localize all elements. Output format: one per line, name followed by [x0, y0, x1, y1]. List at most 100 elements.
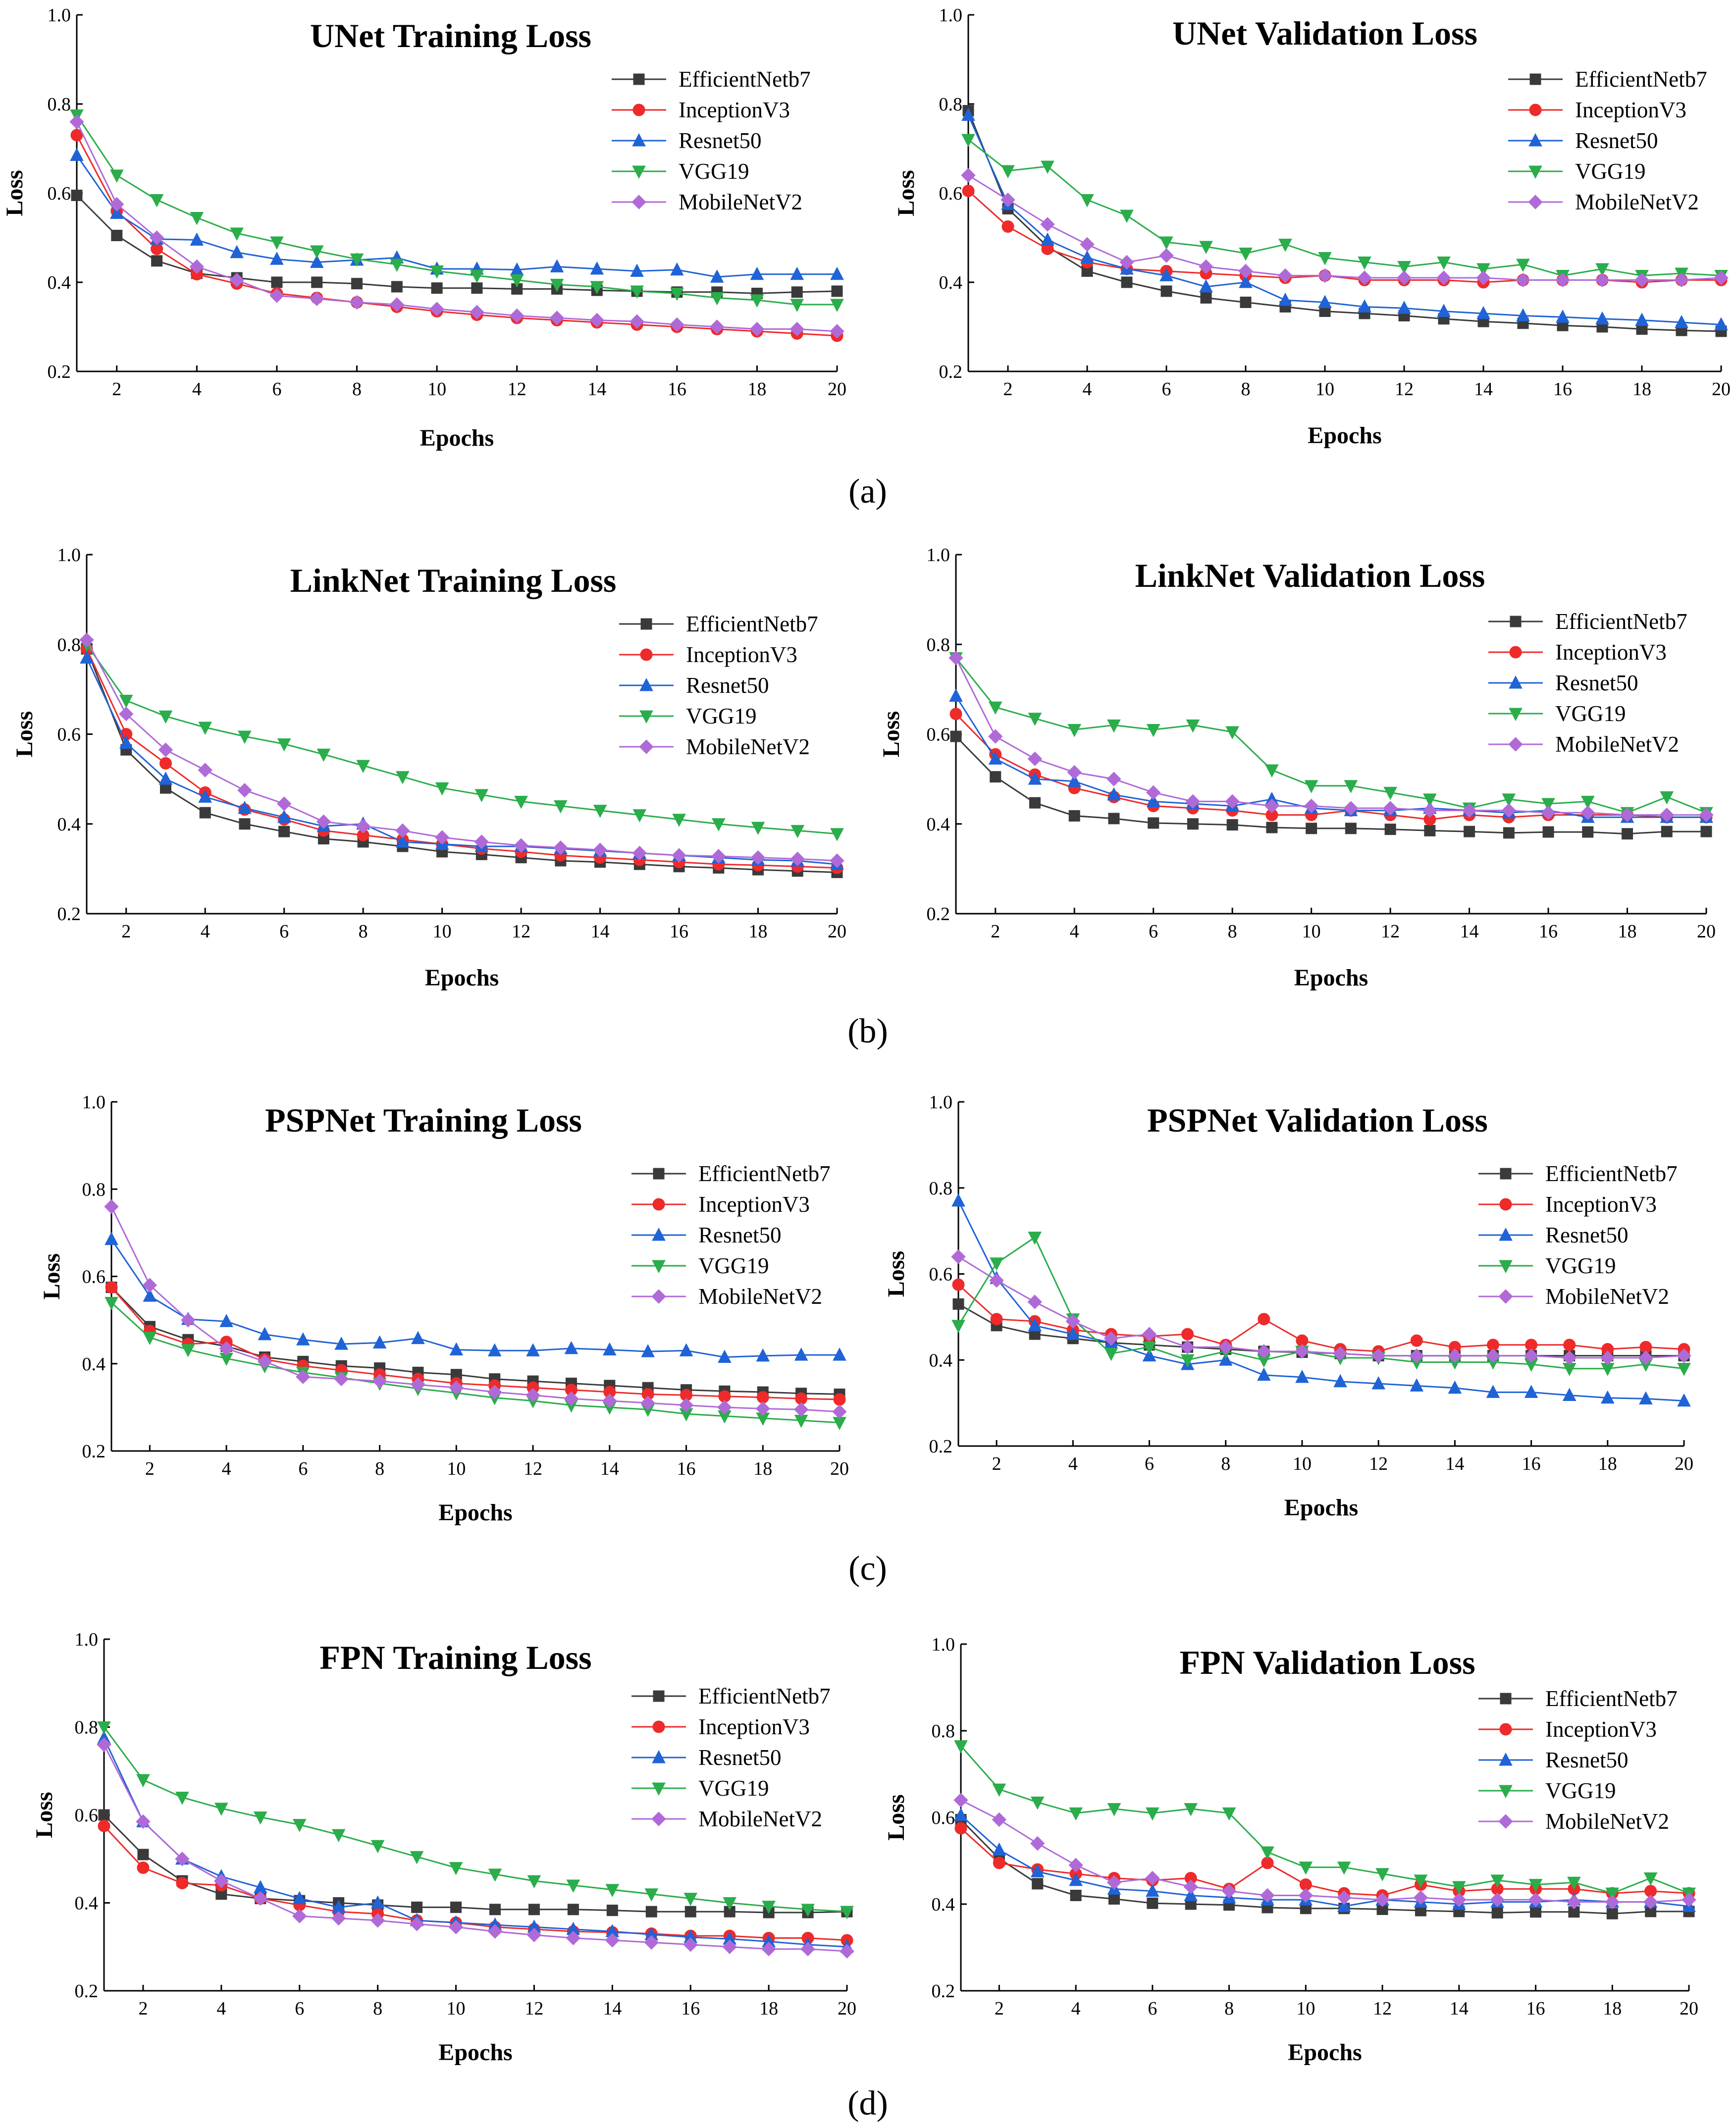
data-point	[1106, 772, 1121, 786]
data-point	[1069, 1872, 1083, 1886]
data-point	[238, 730, 252, 744]
data-point	[749, 321, 765, 337]
data-point	[1068, 1858, 1083, 1872]
data-point	[830, 324, 844, 339]
x-tick-label: 20	[1712, 379, 1731, 400]
legend-item: VGG19	[1508, 159, 1646, 184]
data-point	[151, 255, 163, 267]
data-point	[1264, 798, 1279, 814]
data-point	[1239, 248, 1253, 261]
x-tick-label: 14	[1445, 1453, 1464, 1474]
data-point	[564, 1341, 579, 1354]
data-point	[1304, 798, 1319, 814]
data-point	[641, 1344, 655, 1357]
panel-label: (b)	[847, 1012, 888, 1050]
data-point	[550, 259, 564, 272]
series-line	[955, 713, 1706, 821]
data-point	[988, 729, 1003, 744]
data-point	[230, 245, 244, 259]
chart-4: 0.2 0.4 0.6 0.8 1.0 2 4 6 8 10 12 14 16 18 20 Epochs Los…	[878, 545, 1716, 991]
data-point	[679, 1343, 693, 1356]
legend-label: Resnet50	[1545, 1223, 1628, 1247]
data-point	[1108, 813, 1120, 825]
data-point	[1238, 263, 1253, 279]
legend-marker	[632, 104, 645, 116]
data-point	[396, 834, 410, 848]
data-point	[605, 1884, 620, 1897]
x-axis-title: Epochs	[1308, 422, 1381, 449]
data-point	[296, 1369, 311, 1384]
data-point	[1562, 1350, 1577, 1365]
legend-item: Resnet50	[1478, 1748, 1628, 1772]
data-point	[949, 688, 963, 702]
data-point	[1257, 1367, 1271, 1381]
legend-label: EfficientNetb7	[1575, 67, 1707, 92]
data-point	[142, 1278, 158, 1293]
data-point	[590, 261, 604, 275]
data-point	[278, 826, 290, 837]
data-point	[257, 1354, 272, 1369]
series-line	[955, 657, 1707, 814]
legend-marker	[1529, 104, 1542, 116]
legend-label: MobileNetV2	[686, 734, 810, 759]
data-point	[632, 809, 647, 823]
series-line	[960, 1745, 1689, 1894]
y-tick-label: 0.4	[939, 272, 963, 293]
data-point	[1317, 268, 1332, 283]
data-point	[800, 1941, 815, 1957]
legend-item: Resnet50	[631, 1223, 781, 1247]
chart-title: FPN Training Loss	[319, 1639, 591, 1676]
data-point	[137, 1862, 150, 1874]
series-mobilenetv2	[948, 650, 1714, 823]
data-point	[961, 107, 975, 121]
data-point	[1221, 1884, 1237, 1899]
data-point	[1635, 312, 1649, 326]
data-point	[1108, 1893, 1120, 1905]
legend-marker	[652, 1260, 666, 1274]
legend-marker	[1500, 1168, 1512, 1180]
legend-marker	[652, 1227, 666, 1241]
data-point	[470, 270, 484, 283]
chart-title: UNet Training Loss	[310, 17, 591, 54]
y-tick-label: 0.6	[929, 1264, 953, 1285]
x-tick-label: 6	[1145, 1453, 1154, 1474]
x-tick-label: 16	[1526, 1998, 1545, 2019]
y-tick-label: 0.2	[48, 362, 71, 382]
x-tick-label: 8	[373, 1998, 382, 2019]
data-point	[1184, 1803, 1198, 1816]
series-vgg19	[949, 652, 1713, 821]
data-point	[1080, 250, 1094, 263]
data-point	[1146, 1883, 1159, 1897]
data-point	[1567, 1876, 1581, 1890]
data-point	[119, 695, 133, 708]
data-point	[1375, 1868, 1389, 1881]
y-tick-label: 0.6	[48, 183, 71, 204]
x-tick-label: 12	[524, 1458, 542, 1479]
chart-5: 0.2 0.4 0.6 0.8 1.0 2 4 6 8 10 12 14 16 18 20 Epochs Los…	[39, 1092, 849, 1526]
data-point	[270, 236, 284, 250]
data-point	[1437, 257, 1451, 270]
data-point	[1240, 297, 1252, 308]
legend: EfficientNetb7 InceptionV3 Resnet50 VGG19 Mo…	[1508, 67, 1707, 214]
data-point	[1422, 803, 1437, 818]
chart-3: 0.2 0.4 0.6 0.8 1.0 2 4 6 8 10 12 14 16 18 20 Epochs Los…	[11, 545, 846, 991]
data-point	[509, 308, 525, 323]
series-line	[86, 657, 838, 865]
data-point	[632, 845, 647, 861]
legend-item: EfficientNetb7	[1478, 1686, 1678, 1711]
y-tick-label: 1.0	[932, 1634, 955, 1655]
x-tick-label: 2	[138, 1998, 148, 2019]
data-point	[1605, 1894, 1620, 1910]
data-point	[549, 311, 565, 325]
data-point	[831, 285, 843, 297]
y-axis-title: Loss	[1, 170, 28, 216]
data-point	[181, 1344, 195, 1357]
data-point	[606, 1905, 618, 1916]
data-point	[1306, 823, 1317, 834]
chart-title: LinkNet Validation Loss	[1135, 557, 1485, 594]
data-point	[449, 1342, 464, 1356]
data-point	[296, 1332, 310, 1346]
data-point	[1462, 803, 1477, 818]
y-tick-label: 0.2	[75, 1981, 99, 2002]
data-point	[833, 1417, 846, 1430]
